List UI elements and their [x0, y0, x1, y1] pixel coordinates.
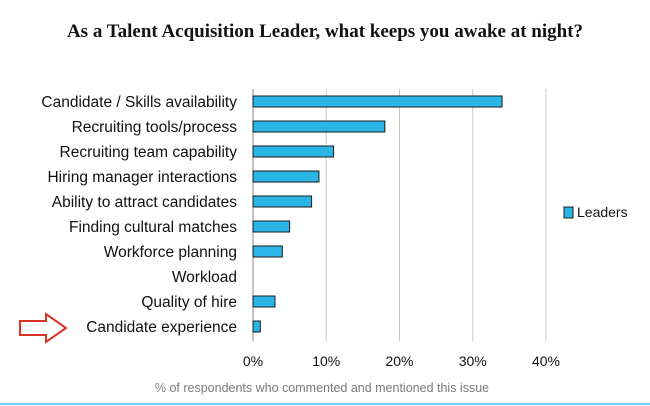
bar [252, 295, 276, 308]
legend: Leaders [563, 204, 628, 220]
bar [252, 195, 313, 208]
bar [252, 145, 335, 158]
chart-title: As a Talent Acquisition Leader, what kee… [67, 21, 583, 42]
category-label: Candidate experience [86, 319, 237, 336]
bars [252, 95, 503, 333]
category-label: Finding cultural matches [69, 219, 237, 236]
category-label: Workload [172, 269, 237, 286]
bar [252, 170, 320, 183]
x-tick-labels: 0% 10% 20% 30% 40% [243, 353, 560, 369]
x-tick-label: 40% [532, 353, 560, 369]
category-label: Quality of hire [141, 294, 237, 311]
x-axis-title: % of respondents who commented and menti… [155, 381, 489, 395]
bar [252, 320, 261, 333]
category-label: Hiring manager interactions [47, 169, 237, 186]
category-label: Ability to attract candidates [52, 194, 237, 211]
x-tick-label: 30% [459, 353, 487, 369]
legend-swatch [563, 206, 574, 219]
bar [252, 245, 283, 258]
x-tick-label: 10% [312, 353, 340, 369]
bar [252, 95, 503, 108]
x-tick-label: 20% [385, 353, 413, 369]
category-label: Recruiting tools/process [72, 119, 238, 136]
x-tick-label: 0% [243, 353, 263, 369]
category-label: Candidate / Skills availability [41, 94, 237, 111]
category-labels: Candidate / Skills availability Recruitin… [41, 94, 237, 336]
highlight-arrow-icon [19, 312, 68, 344]
bar [252, 220, 291, 233]
legend-label-leaders: Leaders [577, 204, 628, 220]
category-label: Recruiting team capability [60, 144, 238, 161]
category-label: Workforce planning [104, 244, 237, 261]
bar [252, 120, 386, 133]
